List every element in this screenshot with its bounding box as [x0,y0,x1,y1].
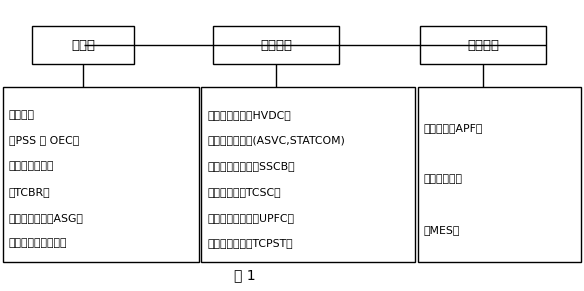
Text: （MES）: （MES） [423,225,460,235]
FancyBboxPatch shape [201,87,415,262]
Text: 图 1: 图 1 [234,268,256,282]
Text: 可近代串补（TCSC）: 可近代串补（TCSC） [207,187,281,197]
Text: 统一潮流控制器（UPFC）: 统一潮流控制器（UPFC） [207,212,294,223]
Text: 有源滤波（APF）: 有源滤波（APF） [423,123,483,133]
FancyBboxPatch shape [3,87,199,262]
Text: （PSS 和 OEC）: （PSS 和 OEC） [9,135,79,146]
FancyBboxPatch shape [32,26,134,64]
Text: （TCBR）: （TCBR） [9,187,50,197]
Text: 变速发电机组（ASG）: 变速发电机组（ASG） [9,212,84,223]
Text: 飞轮储能变速发电机: 飞轮储能变速发电机 [9,238,67,248]
Text: 发电厂: 发电厂 [71,39,95,52]
Text: 微型储能装置: 微型储能装置 [423,174,463,184]
Text: 可近代移相器（TCPST）: 可近代移相器（TCPST） [207,238,293,248]
FancyBboxPatch shape [418,87,581,262]
Text: 静态励磁: 静态励磁 [9,110,35,120]
Text: 无触电电路开关（SSCB）: 无触电电路开关（SSCB） [207,161,295,171]
FancyBboxPatch shape [213,26,339,64]
FancyBboxPatch shape [420,26,546,64]
Text: 静止无功发生器(ASVC,STATCOM): 静止无功发生器(ASVC,STATCOM) [207,135,345,146]
Text: 高速直流输电（HVDC）: 高速直流输电（HVDC） [207,110,291,120]
Text: 晶闸管控制制动: 晶闸管控制制动 [9,161,54,171]
Text: 输电系统: 输电系统 [260,39,292,52]
Text: 配电系统: 配电系统 [467,39,499,52]
